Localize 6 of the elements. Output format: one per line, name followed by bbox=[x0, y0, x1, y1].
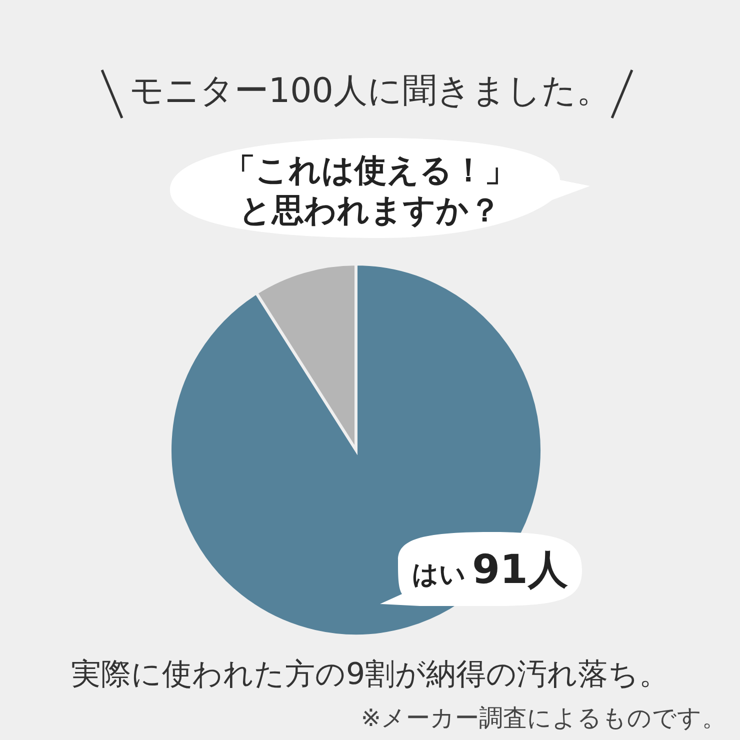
chart-title: モニター100人に聞きました。 bbox=[128, 70, 612, 113]
chart-subtitle: 「これは使える！」と思われますか？ bbox=[222, 150, 518, 230]
text: 実際に使われた方の9割が納得の汚れ落ち。 bbox=[70, 656, 670, 694]
data-label: 91人 bbox=[472, 547, 568, 593]
slice-label: はい bbox=[412, 560, 466, 590]
text: ※メーカー調査によるものです。 bbox=[360, 703, 726, 734]
